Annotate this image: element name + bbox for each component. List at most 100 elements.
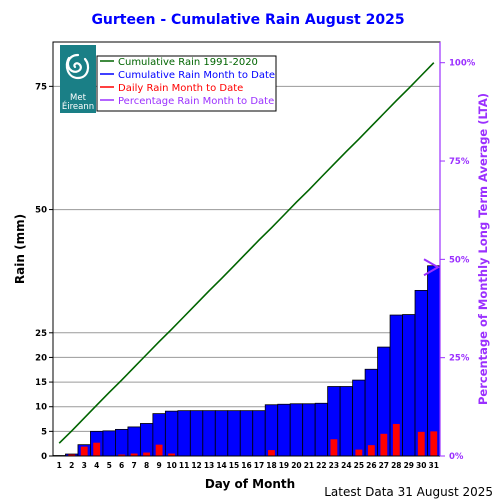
- y-tick-label: 10: [35, 403, 47, 413]
- y2-tick-label: 100%: [449, 59, 476, 69]
- y2-tick-label: 0%: [449, 452, 464, 462]
- x-tick-label: 28: [391, 461, 401, 470]
- y-tick-label: 25: [35, 329, 47, 339]
- y2-tick-label: 25%: [449, 354, 470, 364]
- x-tick-label: 23: [329, 461, 339, 470]
- cumulative-bar: [102, 430, 116, 457]
- y-axis-ticks: 0 5 10 15 20 25 50 75: [35, 82, 53, 462]
- met-eireann-logo: Met Éireann: [60, 45, 96, 113]
- x-tick-label: 8: [144, 461, 149, 470]
- y2-tick-label: 75%: [449, 157, 470, 167]
- daily-bar: [93, 442, 101, 456]
- y-tick-label: 20: [35, 353, 47, 363]
- x-tick-label: 24: [341, 461, 351, 470]
- daily-bar: [330, 439, 338, 456]
- lta-line: [58, 62, 435, 444]
- x-tick-label: 15: [229, 461, 239, 470]
- footer-text: Latest Data 31 August 2025: [324, 485, 493, 499]
- cumulative-bar: [239, 410, 254, 457]
- cumulative-bar: [227, 410, 241, 457]
- x-tick-label: 13: [204, 461, 214, 470]
- x-tick-label: 26: [366, 461, 376, 470]
- logo-text-line1: Met: [70, 93, 87, 103]
- legend: Cumulative Rain 1991-2020 Cumulative Rain…: [96, 55, 277, 112]
- daily-bar: [143, 452, 151, 456]
- x-tick-label: 31: [429, 461, 439, 470]
- x-tick-label: 29: [404, 461, 414, 470]
- x-tick-label: 19: [279, 461, 289, 470]
- y2-tick-label: 50%: [449, 255, 470, 265]
- x-tick-label: 6: [119, 461, 124, 470]
- x-tick-label: 7: [132, 461, 137, 470]
- cumulative-bar: [202, 410, 216, 457]
- x-tick-label: 18: [266, 461, 276, 470]
- y2-axis-ticks: 0% 25% 50% 75% 100%: [440, 59, 476, 462]
- daily-bar: [367, 445, 375, 456]
- x-tick-label: 9: [157, 461, 162, 470]
- legend-box: [96, 55, 277, 112]
- daily-bar: [417, 431, 425, 456]
- cumulative-bar: [252, 410, 266, 457]
- daily-bar: [68, 454, 76, 456]
- swirl-icon: [65, 53, 90, 80]
- x-axis-label: Day of Month: [205, 477, 295, 491]
- x-tick-label: 22: [316, 461, 326, 470]
- x-axis-ticks: 1 2 3 4 5 6 7 8 9 10 11 12 13 14 15 16 17 18 19 20 21 22 23 24 2…: [57, 461, 439, 470]
- lta-cumulative-line: [58, 62, 435, 444]
- logo-text-line2: Éireann: [62, 100, 94, 112]
- cumulative-bar: [339, 386, 354, 457]
- legend-label: Cumulative Rain 1991-2020: [118, 57, 258, 68]
- percentage-marker: [423, 258, 441, 277]
- cumulative-bar: [289, 403, 304, 457]
- x-tick-label: 17: [254, 461, 264, 470]
- daily-bar: [168, 453, 176, 456]
- x-tick-label: 14: [216, 461, 226, 470]
- cumulative-bar: [214, 410, 229, 457]
- daily-bar: [355, 449, 363, 456]
- daily-bar: [392, 423, 400, 456]
- x-tick-label: 12: [191, 461, 201, 470]
- legend-items: Cumulative Rain 1991-2020 Cumulative Rain…: [100, 57, 275, 107]
- daily-bar: [118, 454, 126, 456]
- daily-bar: [380, 433, 388, 456]
- x-tick-label: 4: [94, 461, 99, 470]
- cumulative-bar: [177, 410, 191, 457]
- cumulative-bar: [264, 404, 279, 457]
- daily-bar: [130, 453, 138, 456]
- percentage-marker-arrow: [423, 258, 441, 277]
- chart-title: Gurteen - Cumulative Rain August 2025: [91, 12, 404, 28]
- x-tick-label: 10: [166, 461, 176, 470]
- y-tick-label: 5: [41, 427, 47, 437]
- x-tick-label: 3: [82, 461, 87, 470]
- x-tick-label: 30: [416, 461, 426, 470]
- cumulative-bar: [127, 426, 141, 457]
- legend-label: Cumulative Rain Month to Date: [118, 70, 275, 81]
- y-tick-label: 50: [35, 206, 47, 216]
- x-tick-label: 27: [379, 461, 389, 470]
- x-tick-label: 11: [179, 461, 189, 470]
- cumulative-bar: [402, 314, 416, 457]
- daily-bar: [430, 431, 438, 456]
- x-tick-label: 25: [354, 461, 364, 470]
- x-tick-label: 21: [304, 461, 314, 470]
- y-tick-label: 15: [35, 378, 47, 388]
- x-tick-label: 20: [291, 461, 301, 470]
- daily-bar: [155, 444, 163, 456]
- cumulative-bar: [352, 379, 366, 457]
- y-tick-label: 75: [35, 82, 47, 92]
- x-tick-label: 5: [107, 461, 112, 470]
- cumulative-bar: [414, 289, 428, 457]
- daily-bar: [80, 446, 88, 456]
- legend-label: Daily Rain Month to Date: [118, 83, 243, 94]
- legend-label: Percentage Rain Month to Date: [118, 96, 274, 107]
- cumulative-bar: [302, 403, 316, 457]
- cumulative-bar: [189, 410, 204, 457]
- x-tick-label: 1: [57, 461, 62, 470]
- y2-axis-label: Percentage of Monthly Long Term Average …: [476, 93, 490, 405]
- x-tick-label: 2: [69, 461, 74, 470]
- cumulative-bar: [364, 368, 378, 457]
- x-tick-label: 16: [241, 461, 251, 470]
- y-axis-label: Rain (mm): [13, 214, 27, 284]
